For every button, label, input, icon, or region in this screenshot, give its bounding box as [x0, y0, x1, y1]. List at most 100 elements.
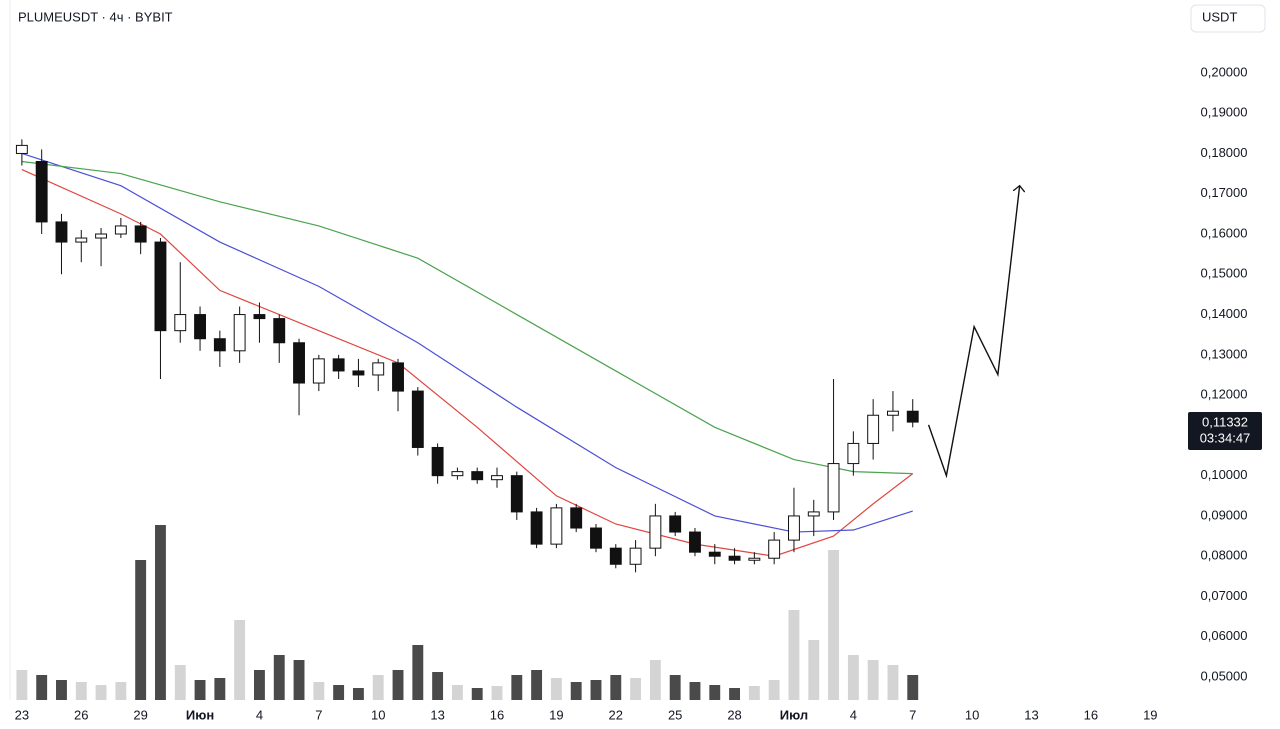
volume-bar — [432, 672, 444, 700]
volume-bar — [491, 686, 503, 700]
y-tick-label: 0,08000 — [1201, 548, 1248, 563]
volume-bar — [729, 688, 741, 700]
candle-body — [451, 471, 464, 477]
candle-body — [629, 547, 642, 565]
last-price-label: 0,11332 — [1202, 414, 1248, 429]
x-tick-label: Июн — [186, 707, 214, 722]
candle-body — [372, 362, 385, 376]
y-tick-label: 0,14000 — [1201, 306, 1248, 321]
volume-bar — [16, 670, 28, 700]
x-tick-label: 26 — [74, 707, 88, 722]
candle-body — [906, 410, 919, 423]
candle-body — [293, 342, 305, 384]
volume-bar — [333, 685, 345, 700]
volume-bar — [570, 682, 582, 700]
candle-body — [95, 233, 108, 239]
volume-bar — [748, 686, 760, 700]
projection-line — [927, 186, 1020, 479]
y-tick-label: 0,15000 — [1201, 266, 1248, 281]
volume-bar — [709, 685, 721, 700]
y-tick-label: 0,19000 — [1201, 105, 1248, 120]
volume-bar — [293, 660, 305, 700]
candle-body — [847, 442, 860, 465]
volume-bar — [887, 665, 899, 700]
volume-bar — [630, 678, 642, 700]
volume-bar — [313, 682, 325, 700]
volume-bar — [115, 682, 127, 700]
currency-button[interactable] — [1190, 4, 1266, 33]
y-tick-label: 0,10000 — [1201, 467, 1248, 482]
x-tick-label: 10 — [371, 707, 385, 722]
y-tick-label: 0,06000 — [1201, 628, 1248, 643]
x-tick-label: 22 — [609, 707, 623, 722]
y-tick-label: 0,13000 — [1201, 346, 1248, 361]
x-tick-label: 19 — [549, 707, 563, 722]
candle-body — [392, 362, 404, 392]
candle-body — [669, 515, 682, 533]
moving-average — [21, 160, 913, 475]
volume-bar — [511, 675, 523, 700]
candle-body — [134, 225, 147, 243]
y-tick-label: 0,07000 — [1201, 588, 1248, 603]
candle-body — [233, 314, 246, 352]
y-tick-label: 0,12000 — [1201, 387, 1248, 402]
x-tick-label: 23 — [15, 707, 29, 722]
candle-body — [768, 539, 781, 559]
candle-body — [748, 557, 761, 561]
candle-body — [887, 410, 899, 416]
x-tick-label: 16 — [490, 707, 504, 722]
x-tick-label: 13 — [1024, 707, 1038, 722]
volume-bar — [253, 670, 265, 700]
volume-bar — [155, 525, 166, 700]
moving-average — [21, 152, 913, 533]
volume-bar — [531, 670, 543, 700]
y-tick-label: 0,05000 — [1201, 668, 1248, 683]
volume-bar — [847, 655, 859, 700]
candle-body — [689, 531, 701, 553]
volume-bar — [194, 680, 206, 700]
volume-bar — [451, 685, 463, 700]
volume-bar — [610, 675, 622, 700]
candle-body — [550, 507, 563, 545]
candle-body — [35, 161, 48, 223]
candle-body — [827, 463, 840, 513]
candle-body — [253, 314, 266, 320]
candle-body — [491, 475, 503, 481]
candle-body — [649, 515, 662, 549]
x-tick-label: 13 — [430, 707, 444, 722]
candle-body — [867, 414, 880, 444]
plot — [15, 139, 1020, 700]
volume-bar — [907, 675, 919, 700]
volume-bar — [95, 685, 107, 700]
x-tick-label: 16 — [1084, 707, 1098, 722]
y-tick-label: 0,09000 — [1201, 507, 1248, 522]
volume-bar — [590, 680, 602, 700]
last-price-box — [1188, 412, 1262, 451]
y-tick-label: 0,18000 — [1201, 145, 1248, 160]
candle-body — [471, 471, 484, 481]
x-tick-label: 4 — [256, 707, 263, 722]
chart-title: PLUMEUSDT · 4ч · BYBIT — [18, 9, 173, 24]
candle-body — [411, 390, 424, 448]
volume-bar — [649, 660, 661, 700]
candle-body — [609, 547, 622, 565]
volume-bar — [234, 620, 246, 700]
y-tick-label: 0,17000 — [1201, 185, 1248, 200]
volume-bar — [471, 688, 483, 700]
volume-bar — [135, 560, 147, 700]
candle-body — [510, 475, 523, 513]
volume-bar — [669, 675, 681, 700]
volume-bar — [372, 675, 384, 700]
volume-bar — [788, 610, 800, 700]
candle-body — [114, 225, 127, 235]
candle-body — [530, 511, 543, 545]
candle-body — [312, 358, 325, 384]
candle-body — [570, 507, 583, 529]
candle-body — [15, 144, 28, 154]
currency-label: USDT — [1202, 9, 1237, 24]
candle-body — [194, 314, 206, 340]
candle-body — [807, 511, 820, 517]
countdown-label: 03:34:47 — [1200, 430, 1251, 445]
